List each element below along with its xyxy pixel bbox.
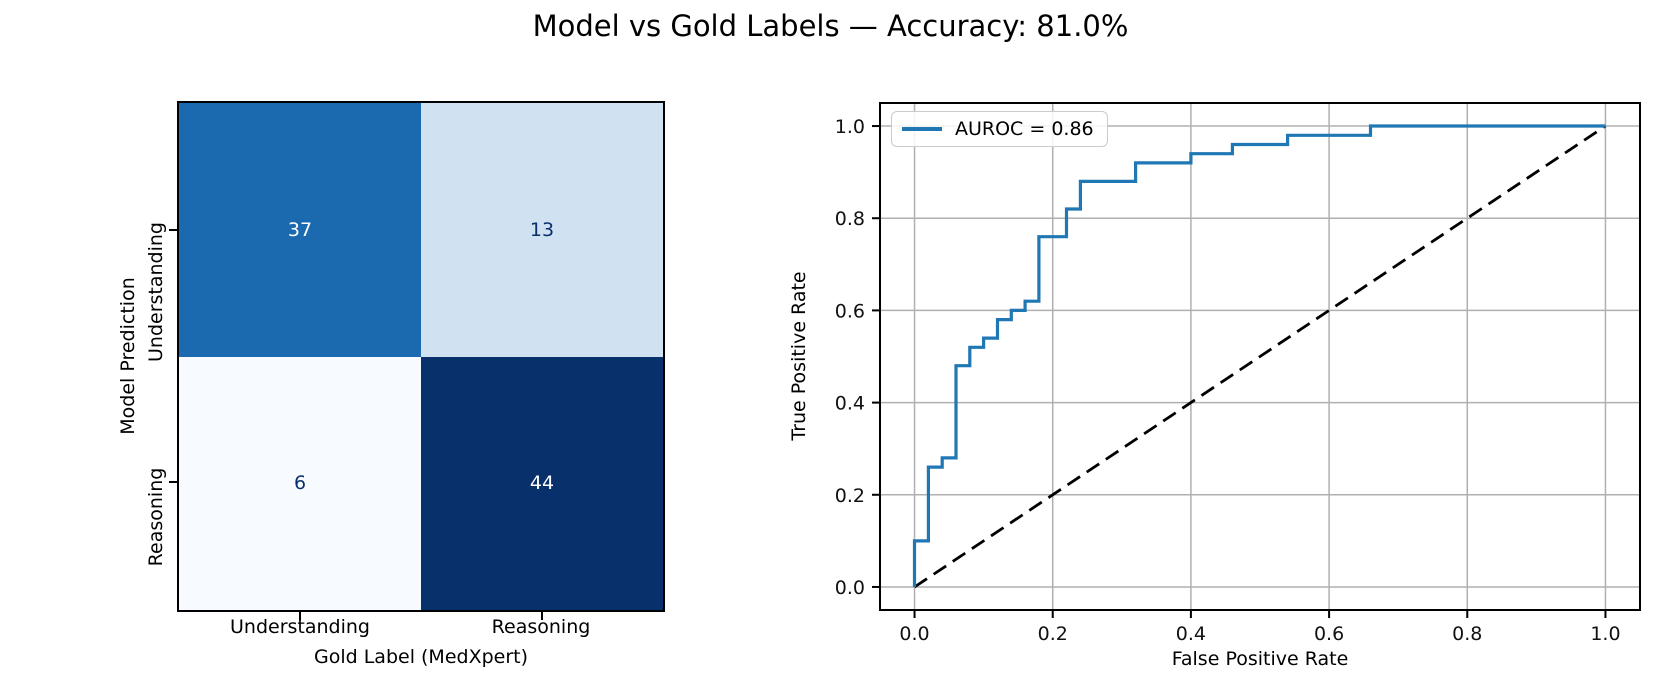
confusion-matrix-grid: 37 13 6 44 [177, 101, 665, 612]
roc-legend: AUROC = 0.86 [891, 111, 1108, 147]
roc-yaxis-label: True Positive Rate [788, 271, 810, 441]
chance-diagonal-line [913, 124, 1607, 589]
x-tick-label: 1.0 [1590, 623, 1620, 645]
y-tick-label: 0.8 [835, 208, 865, 230]
roc-xaxis-label: False Positive Rate [1171, 648, 1349, 670]
cm-xaxis-label: Gold Label (MedXpert) [313, 646, 529, 668]
figure-title: Model vs Gold Labels — Accuracy: 81.0% [532, 9, 1129, 43]
y-tick-mark [169, 229, 177, 231]
y-tick-label: 0.2 [835, 485, 865, 507]
x-tick-label: 0.8 [1452, 623, 1482, 645]
matrix-cell-understanding-understanding: 37 [179, 103, 421, 357]
y-tick-label: 0.0 [835, 577, 865, 599]
y-tick-mark [169, 481, 177, 483]
x-tick-label-understanding: Understanding [230, 616, 370, 638]
roc-legend-label: AUROC = 0.86 [955, 118, 1094, 140]
roc-axes-spines [879, 102, 1641, 611]
x-tick-label: 0.0 [899, 623, 929, 645]
x-tick-mark [541, 612, 543, 620]
y-tick-label: 0.6 [835, 300, 865, 322]
x-tick-label: 0.2 [1038, 623, 1068, 645]
x-tick-label: 0.4 [1176, 623, 1206, 645]
x-tick-label-reasoning: Reasoning [491, 616, 591, 638]
y-tick-label: 0.4 [835, 393, 865, 415]
roc-line-sample [902, 127, 942, 131]
matrix-cell-reasoning-understanding: 6 [179, 356, 421, 610]
y-tick-label: 1.0 [835, 116, 865, 138]
matrix-cell-understanding-reasoning: 13 [421, 103, 663, 357]
x-tick-label: 0.6 [1314, 623, 1344, 645]
matrix-cell-reasoning-reasoning: 44 [421, 356, 663, 610]
roc-curve-line [912, 124, 1606, 587]
x-tick-mark [299, 612, 301, 620]
